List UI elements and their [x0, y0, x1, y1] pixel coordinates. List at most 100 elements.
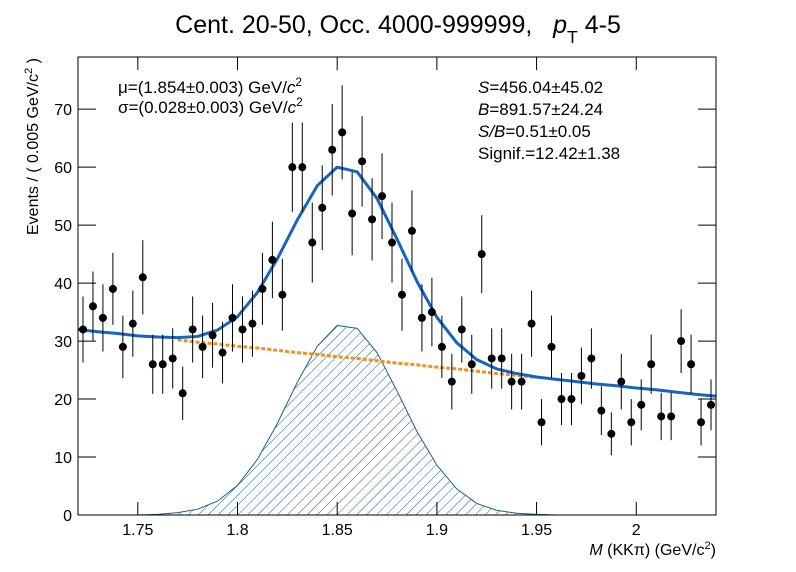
y-tick-label: 60 — [54, 160, 72, 177]
yield-text: S/B=0.51±0.05 — [478, 122, 591, 141]
data-point — [707, 400, 716, 409]
data-point — [188, 325, 197, 334]
fit-parameter-part: 2 — [295, 75, 302, 89]
data-point — [607, 429, 616, 438]
data-point — [397, 290, 406, 299]
data-point — [378, 192, 387, 201]
signal-area — [78, 324, 716, 515]
data-point — [667, 412, 676, 421]
y-axis-label: Events / ( 0.005 GeV/c2 ) — [23, 58, 42, 235]
data-point — [288, 163, 297, 172]
y-tick-label: 40 — [54, 276, 72, 293]
yield-text-part: S/B — [478, 122, 505, 141]
yield-text-part: Signif.=12.42±1.38 — [478, 144, 620, 163]
data-point — [308, 238, 317, 247]
x-tick-label: 1.9 — [426, 522, 448, 539]
data-point — [338, 128, 347, 137]
data-point — [268, 255, 277, 264]
fit-parameter: μ=(1.854±0.003) GeV/c2 — [118, 75, 302, 97]
x-tick-label: 1.95 — [521, 522, 552, 539]
data-point — [677, 337, 686, 346]
data-point — [467, 360, 476, 369]
data-point — [388, 238, 397, 247]
yield-text: B=891.57±24.24 — [478, 100, 603, 119]
data-point — [348, 209, 357, 218]
data-point — [158, 360, 167, 369]
yield-text-part: B — [478, 100, 489, 119]
data-point — [148, 360, 157, 369]
data-point — [128, 319, 137, 328]
fit-parameter-part: σ=(0.028±0.003) GeV/ — [118, 98, 288, 117]
plot-area — [78, 85, 716, 515]
y-tick-label: 10 — [54, 450, 72, 467]
data-point — [358, 157, 367, 166]
data-point — [427, 308, 436, 317]
data-point — [258, 284, 267, 293]
chart-title: Cent. 20-50, Occ. 4000-999999, pT 4-5 — [175, 11, 621, 47]
fit-parameter-part: c — [287, 78, 296, 97]
total-fit — [78, 165, 716, 398]
y-tick-label: 20 — [54, 392, 72, 409]
data-point — [168, 354, 177, 363]
data-point — [477, 250, 486, 259]
x-tick-label: 1.8 — [226, 522, 248, 539]
data-point — [517, 377, 526, 386]
y-axis-label-part: ) — [25, 58, 42, 68]
data-point — [228, 313, 237, 322]
y-axis-label-part: Events / ( 0.005 GeV/c — [25, 74, 42, 235]
data-point — [507, 377, 516, 386]
data-point — [118, 342, 127, 351]
data-point — [238, 325, 247, 334]
data-point — [687, 360, 696, 369]
data-point — [178, 389, 187, 398]
x-tick-label: 1.75 — [122, 522, 153, 539]
data-point — [697, 418, 706, 427]
y-tick-label: 70 — [54, 102, 72, 119]
data-point — [328, 145, 337, 154]
yield-text-part: =0.51±0.05 — [505, 122, 590, 141]
x-tick-label: 2 — [632, 522, 641, 539]
data-point — [457, 325, 466, 334]
data-point — [587, 354, 596, 363]
data-point — [88, 302, 97, 311]
data-point — [208, 331, 217, 340]
data-point — [78, 325, 87, 334]
data-point — [557, 395, 566, 404]
y-axis-label-part: 2 — [23, 68, 35, 74]
data-point — [537, 418, 546, 427]
data-point — [108, 284, 117, 293]
data-point — [417, 313, 426, 322]
yield-text-part: =456.04±45.02 — [489, 78, 603, 97]
x-axis-label-part: ) — [711, 542, 716, 559]
x-axis-label-part: 2 — [704, 540, 710, 552]
x-tick-label: 1.85 — [322, 522, 353, 539]
data-point — [657, 412, 666, 421]
chart-title-part: T — [567, 27, 578, 47]
data-point — [278, 290, 287, 299]
chart-title-part: p — [552, 11, 567, 39]
fit-parameter-part: 2 — [296, 95, 303, 109]
x-axis-label-part: (KKπ) (GeV/c — [603, 542, 705, 559]
yield-text: S=456.04±45.02 — [478, 78, 603, 97]
chart-title-part: 4-5 — [578, 11, 621, 39]
yield-text-part: =891.57±24.24 — [489, 100, 603, 119]
data-point — [567, 395, 576, 404]
background-fit — [177, 338, 537, 380]
y-tick-label: 50 — [54, 218, 72, 235]
data-point — [577, 371, 586, 380]
data-point — [617, 377, 626, 386]
data-point — [407, 226, 416, 235]
data-point — [497, 354, 506, 363]
chart-title-part: Cent. 20-50, Occ. 4000-999999, — [175, 11, 553, 39]
plot-frame — [77, 56, 717, 516]
data-point — [248, 319, 257, 328]
data-point — [487, 354, 496, 363]
fit-parameter-part: μ=(1.854±0.003) GeV/ — [118, 78, 287, 97]
data-point — [198, 342, 207, 351]
data-point — [447, 377, 456, 386]
data-point — [627, 418, 636, 427]
data-point — [298, 163, 307, 172]
data-point — [218, 348, 227, 357]
fit-parameter-part: c — [288, 98, 297, 117]
data-point — [597, 406, 606, 415]
